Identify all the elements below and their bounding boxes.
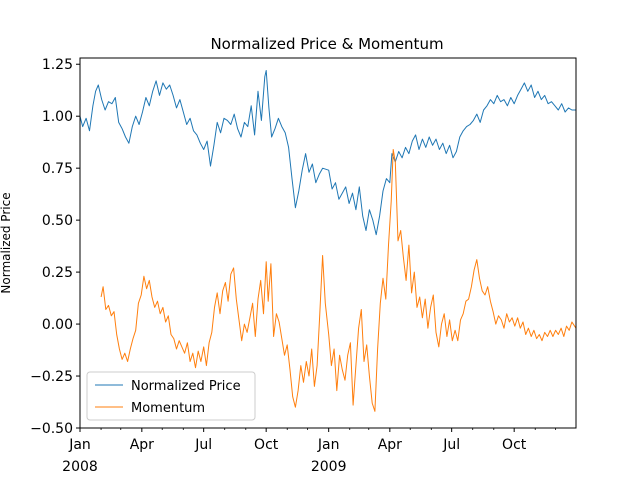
y-tick-label: −0.25 <box>30 369 73 385</box>
y-tick-label: 0.00 <box>42 317 73 333</box>
plot-frame <box>79 57 577 429</box>
y-tick-label: 1.25 <box>42 57 73 73</box>
x-tick-label: Jul <box>442 437 460 453</box>
x-axis: Jan 2008 Apr Jul Oct Jan 2009 Apr Jul Oct <box>62 428 557 475</box>
series-line-0 <box>79 70 576 236</box>
x-tick-year-label: 2009 <box>311 459 347 475</box>
y-axis: −0.50 −0.25 0.00 0.25 0.50 0.75 1.00 1.25 <box>30 57 80 437</box>
y-axis-label: Normalized Price <box>0 192 13 293</box>
y-tick-label: 0.50 <box>42 213 73 229</box>
x-tick-label: Jul <box>194 437 212 453</box>
x-tick-label: Oct <box>502 437 527 453</box>
y-tick-label: 0.75 <box>42 161 73 177</box>
legend-box <box>86 371 256 421</box>
legend: Normalized Price Momentum <box>86 371 256 421</box>
chart-title: Normalized Price & Momentum <box>210 35 443 53</box>
y-tick-label: −0.50 <box>30 421 73 437</box>
x-tick-label: Apr <box>378 437 402 453</box>
x-tick-year-label: 2008 <box>62 459 98 475</box>
x-tick-label: Jan <box>317 437 340 453</box>
legend-label-1: Momentum <box>131 401 205 416</box>
x-tick-label: Oct <box>254 437 279 453</box>
series-layer <box>79 70 577 412</box>
plot-area <box>79 57 577 429</box>
y-tick-label: 0.25 <box>42 265 73 281</box>
y-tick-label: 1.00 <box>42 109 73 125</box>
x-tick-label: Apr <box>130 437 154 453</box>
legend-label-0: Normalized Price <box>131 379 241 394</box>
series-line-1 <box>100 149 577 412</box>
x-tick-label: Jan <box>68 437 91 453</box>
